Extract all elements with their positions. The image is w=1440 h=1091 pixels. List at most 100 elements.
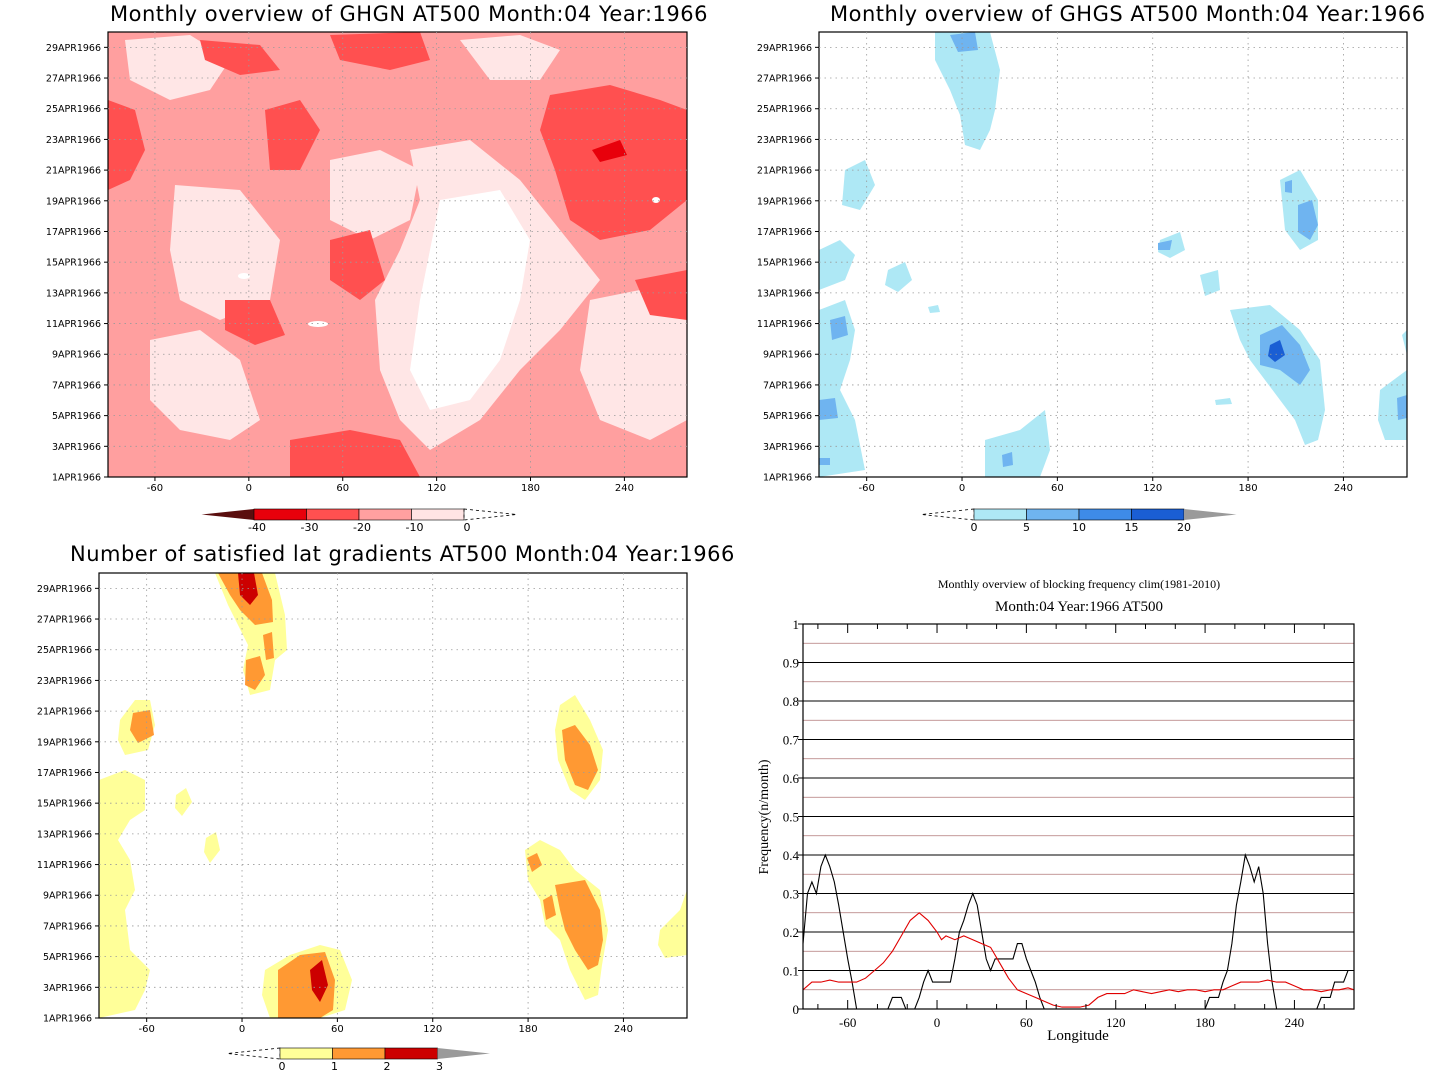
y-tick-label: 1APR1966 <box>52 473 101 484</box>
colorbar-label: 20 <box>1177 521 1191 534</box>
y-tick-label: 15APR1966 <box>46 258 101 269</box>
colorbar-swatch <box>306 508 360 521</box>
y-tick-label: 15APR1966 <box>757 258 812 269</box>
colorbar-low-arrow <box>201 509 254 520</box>
nsat-contour-three <box>238 573 328 1002</box>
colorbar-label: 0 <box>971 521 978 534</box>
colorbar-low-arrow <box>227 1047 281 1060</box>
ghgn-y-axis: 1APR1966 3APR1966 5APR1966 7APR1966 9APR1966… <box>46 43 108 484</box>
y-tick-label: 15APR1966 <box>37 799 92 810</box>
y-tick-label: 29APR1966 <box>46 43 101 54</box>
ghgn-panel: Monthly overview of GHGN AT500 Month:04 … <box>0 0 720 545</box>
y-tick-label: 0.1 <box>783 964 799 979</box>
colorbar-label: 10 <box>1072 521 1086 534</box>
y-tick-label: 29APR1966 <box>37 584 92 595</box>
x-tick-label: 180 <box>1195 1015 1215 1030</box>
x-tick-label: 60 <box>331 1024 344 1035</box>
y-tick-label: 3APR1966 <box>43 983 92 994</box>
y-tick-label: 23APR1966 <box>46 135 101 146</box>
y-tick-label: 0.4 <box>783 848 800 863</box>
y-tick-label: 23APR1966 <box>37 676 92 687</box>
chart-xlabel: Longitude <box>1047 1028 1109 1044</box>
x-tick-label: -60 <box>859 483 875 494</box>
x-tick-label: 60 <box>1020 1015 1033 1030</box>
blocking-frequency-panel: Monthly overview of blocking frequency c… <box>720 545 1440 1091</box>
ghgs-frame <box>818 31 1408 478</box>
x-tick-label: 0 <box>246 483 252 494</box>
x-tick-label: 120 <box>1143 483 1162 494</box>
colorbar-swatch <box>279 1047 333 1060</box>
ghgs-title: Monthly overview of GHGS AT500 Month:04 … <box>830 2 1426 26</box>
x-tick-label: 120 <box>427 483 446 494</box>
y-tick-label: 21APR1966 <box>757 166 812 177</box>
y-tick-label: 1 <box>793 617 800 632</box>
colorbar-swatch <box>1026 508 1080 521</box>
x-tick-label: 240 <box>1285 1015 1305 1030</box>
ghgn-title: Monthly overview of GHGN AT500 Month:04 … <box>110 2 708 26</box>
y-tick-label: 11APR1966 <box>757 319 812 330</box>
chart-y-axis: 0 0.1 0.2 0.3 0.4 0.5 0.6 0.7 0.8 0.9 1 <box>783 617 803 1017</box>
colorbar-swatch <box>411 508 465 521</box>
ghgn-x-axis: -60 0 60 120 180 240 <box>147 477 634 494</box>
ghgs-colorbar: 0 5 10 15 20 <box>921 508 1237 534</box>
y-tick-label: 27APR1966 <box>37 615 92 626</box>
ghgs-y-axis: 1APR1966 3APR1966 5APR1966 7APR1966 9APR1966… <box>757 43 819 484</box>
colorbar-label: -10 <box>406 521 424 534</box>
nsat-colorbar: 0 1 2 3 <box>227 1047 490 1073</box>
colorbar-swatch <box>253 508 307 521</box>
colorbar-label: -40 <box>248 521 266 534</box>
y-tick-label: 17APR1966 <box>37 768 92 779</box>
nsat-title: Number of satisfied lat gradients AT500 … <box>70 542 735 566</box>
colorbar-label: 0 <box>279 1060 286 1073</box>
y-tick-label: 23APR1966 <box>757 135 812 146</box>
x-tick-label: 240 <box>615 483 634 494</box>
colorbar-label: 1 <box>331 1060 338 1073</box>
y-tick-label: 19APR1966 <box>46 196 101 207</box>
colorbar-low-arrow <box>921 508 975 521</box>
x-tick-label: 240 <box>1334 483 1353 494</box>
x-tick-label: 60 <box>336 483 349 494</box>
y-tick-label: 3APR1966 <box>52 442 101 453</box>
ghgn-contour-zero <box>410 190 530 410</box>
x-tick-label: 0 <box>934 1015 941 1030</box>
y-tick-label: 0 <box>793 1002 800 1017</box>
colorbar-label: 3 <box>436 1060 443 1073</box>
colorbar-swatch <box>384 1047 438 1060</box>
colorbar-high-arrow <box>437 1048 490 1059</box>
y-tick-label: 0.3 <box>783 887 799 902</box>
y-tick-label: 5APR1966 <box>763 411 812 422</box>
y-tick-label: 0.9 <box>783 656 799 671</box>
y-tick-label: 21APR1966 <box>46 166 101 177</box>
y-tick-label: 5APR1966 <box>52 411 101 422</box>
series-line-red <box>802 912 1355 1008</box>
y-tick-label: 9APR1966 <box>52 350 101 361</box>
ghgn-holes <box>238 197 660 327</box>
x-tick-label: 180 <box>1239 483 1258 494</box>
colorbar-high-arrow <box>1184 509 1237 520</box>
x-tick-label: 0 <box>239 1024 245 1035</box>
colorbar-high-arrow <box>463 508 517 521</box>
ghgn-colorbar: -40 -30 -20 -10 0 <box>201 508 517 534</box>
y-tick-label: 3APR1966 <box>763 442 812 453</box>
chart-title: Monthly overview of blocking frequency c… <box>938 577 1220 591</box>
ghgn-contour-mid <box>108 32 687 477</box>
nsat-x-axis: -60 0 60 120 180 240 <box>139 1018 633 1035</box>
y-tick-label: 13APR1966 <box>46 288 101 299</box>
ghgs-contour-weak <box>819 32 1407 477</box>
nsat-map: 1APR1966 3APR1966 5APR1966 7APR1966 9APR1966… <box>37 572 688 1073</box>
x-tick-label: 60 <box>1051 483 1064 494</box>
y-tick-label: 17APR1966 <box>757 227 812 238</box>
x-tick-label: 180 <box>519 1024 538 1035</box>
blocking-frequency-chart: Monthly overview of blocking frequency c… <box>757 577 1355 1044</box>
y-tick-label: 7APR1966 <box>52 380 101 391</box>
chart-subtitle: Month:04 Year:1966 AT500 <box>995 599 1163 615</box>
x-tick-label: 120 <box>1106 1015 1126 1030</box>
y-tick-label: 9APR1966 <box>763 350 812 361</box>
y-tick-label: 25APR1966 <box>46 104 101 115</box>
y-tick-label: 19APR1966 <box>757 196 812 207</box>
ghgs-grid <box>819 32 1407 477</box>
nsat-frame <box>98 572 688 1019</box>
y-tick-label: 1APR1966 <box>763 473 812 484</box>
ghgs-map: 1APR1966 3APR1966 5APR1966 7APR1966 9APR1966… <box>757 31 1408 534</box>
ghgn-map: 1APR1966 3APR1966 5APR1966 7APR1966 9APR1966… <box>46 31 688 534</box>
